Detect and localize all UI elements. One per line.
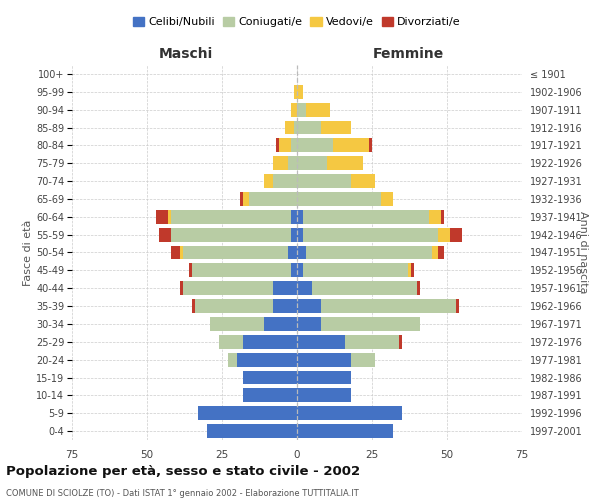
Bar: [297, 335, 345, 349]
Bar: [183, 246, 288, 260]
Bar: [351, 352, 375, 366]
Bar: [243, 388, 297, 402]
Bar: [297, 228, 303, 241]
Bar: [321, 120, 351, 134]
Bar: [327, 156, 363, 170]
Bar: [237, 352, 297, 366]
Bar: [297, 317, 321, 331]
Bar: [288, 156, 297, 170]
Bar: [321, 317, 420, 331]
Bar: [276, 138, 279, 152]
Bar: [417, 281, 420, 295]
Bar: [438, 228, 450, 241]
Bar: [159, 228, 171, 241]
Bar: [291, 210, 297, 224]
Bar: [210, 317, 264, 331]
Bar: [219, 335, 243, 349]
Bar: [297, 85, 303, 99]
Bar: [297, 264, 303, 278]
Bar: [291, 102, 297, 117]
Bar: [180, 246, 183, 260]
Bar: [291, 264, 297, 278]
Bar: [411, 264, 414, 278]
Bar: [288, 246, 297, 260]
Y-axis label: Anni di nascita: Anni di nascita: [578, 211, 588, 294]
Text: Popolazione per età, sesso e stato civile - 2002: Popolazione per età, sesso e stato civil…: [6, 464, 360, 477]
Bar: [441, 210, 444, 224]
Bar: [297, 406, 402, 420]
Bar: [243, 192, 249, 206]
Bar: [303, 264, 408, 278]
Bar: [183, 281, 273, 295]
Bar: [429, 210, 441, 224]
Bar: [297, 210, 303, 224]
Bar: [345, 335, 399, 349]
Bar: [180, 281, 183, 295]
Bar: [243, 335, 297, 349]
Bar: [195, 299, 273, 313]
Bar: [297, 388, 351, 402]
Bar: [297, 156, 327, 170]
Bar: [432, 246, 438, 260]
Bar: [297, 424, 393, 438]
Bar: [303, 228, 438, 241]
Bar: [291, 138, 297, 152]
Bar: [171, 246, 180, 260]
Bar: [297, 192, 381, 206]
Bar: [369, 138, 372, 152]
Bar: [264, 317, 297, 331]
Bar: [297, 370, 351, 384]
Bar: [297, 281, 312, 295]
Bar: [294, 85, 297, 99]
Text: Femmine: Femmine: [373, 48, 443, 62]
Bar: [285, 120, 294, 134]
Bar: [198, 406, 297, 420]
Bar: [264, 174, 273, 188]
Bar: [207, 424, 297, 438]
Bar: [297, 102, 306, 117]
Bar: [297, 299, 321, 313]
Bar: [297, 174, 351, 188]
Bar: [381, 192, 393, 206]
Bar: [456, 299, 459, 313]
Bar: [168, 210, 171, 224]
Bar: [294, 120, 297, 134]
Bar: [297, 138, 333, 152]
Bar: [291, 228, 297, 241]
Bar: [297, 246, 306, 260]
Bar: [297, 352, 351, 366]
Bar: [171, 228, 291, 241]
Bar: [450, 228, 462, 241]
Bar: [156, 210, 168, 224]
Bar: [273, 156, 288, 170]
Y-axis label: Fasce di età: Fasce di età: [23, 220, 33, 286]
Text: Maschi: Maschi: [159, 48, 213, 62]
Bar: [273, 281, 297, 295]
Bar: [243, 370, 297, 384]
Bar: [249, 192, 297, 206]
Bar: [312, 281, 417, 295]
Bar: [321, 299, 456, 313]
Bar: [240, 192, 243, 206]
Bar: [306, 246, 432, 260]
Bar: [279, 138, 291, 152]
Bar: [351, 174, 375, 188]
Bar: [306, 102, 330, 117]
Bar: [189, 264, 192, 278]
Bar: [228, 352, 237, 366]
Bar: [408, 264, 411, 278]
Legend: Celibi/Nubili, Coniugati/e, Vedovi/e, Divorziati/e: Celibi/Nubili, Coniugati/e, Vedovi/e, Di…: [131, 14, 463, 29]
Bar: [273, 174, 297, 188]
Text: COMUNE DI SCIOLZE (TO) - Dati ISTAT 1° gennaio 2002 - Elaborazione TUTTITALIA.IT: COMUNE DI SCIOLZE (TO) - Dati ISTAT 1° g…: [6, 488, 359, 498]
Bar: [333, 138, 369, 152]
Bar: [297, 120, 321, 134]
Bar: [438, 246, 444, 260]
Bar: [192, 299, 195, 313]
Bar: [399, 335, 402, 349]
Bar: [273, 299, 297, 313]
Bar: [192, 264, 291, 278]
Bar: [171, 210, 291, 224]
Bar: [303, 210, 429, 224]
